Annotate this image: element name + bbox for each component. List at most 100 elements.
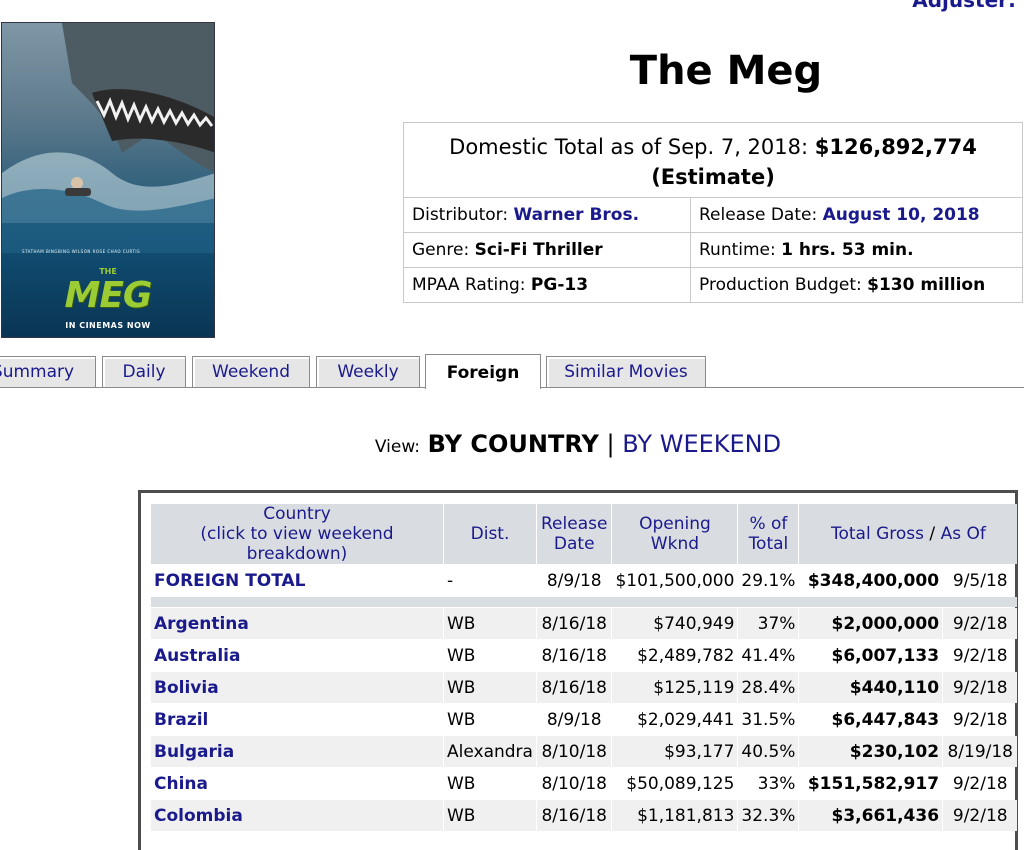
opening-cell: $93,177: [612, 736, 738, 767]
col-pct-header[interactable]: % of Total: [738, 504, 799, 564]
country-link[interactable]: Argentina: [151, 608, 443, 639]
col-opening-header[interactable]: Opening Wknd: [612, 504, 738, 564]
total-opening: $101,500,000: [615, 570, 735, 591]
domestic-total-estimate: (Estimate): [651, 165, 775, 189]
total-pct: 29.1%: [741, 570, 796, 591]
country-link[interactable]: Bulgaria: [151, 736, 443, 767]
gross-cell: $2,000,000: [799, 608, 943, 639]
mpaa-value: PG-13: [530, 275, 589, 295]
release-cell: 8/16/18: [537, 800, 612, 831]
tab-foreign[interactable]: Foreign: [425, 354, 541, 389]
table-row: China WB 8/10/18 $50,089,125 33% $151,58…: [151, 768, 1017, 799]
movie-poster: STATHAM BINGBING WILSON ROSE CHAO CURTIS…: [1, 22, 215, 338]
poster-tagline: IN CINEMAS NOW: [65, 321, 151, 330]
table-row: Bulgaria Alexandra 8/10/18 $93,177 40.5%…: [151, 736, 1018, 767]
view-by-weekend-link[interactable]: BY WEEKEND: [622, 430, 782, 458]
table-row: Argentina WB 8/16/18 $740,949 37% $2,000…: [151, 608, 1018, 639]
tab-summary[interactable]: Summary: [0, 356, 96, 387]
distributor-label: Distributor:: [412, 205, 509, 225]
tab-daily[interactable]: Daily: [102, 356, 186, 387]
budget-label: Production Budget:: [699, 275, 862, 295]
gross-cell: $6,007,133: [831, 645, 940, 666]
country-link[interactable]: Bolivia: [151, 672, 443, 703]
foreign-table-frame: [138, 490, 1018, 850]
opening-cell: $1,181,813: [612, 800, 738, 831]
movie-summary-box: Domestic Total as of Sep. 7, 2018: $126,…: [403, 122, 1023, 303]
table-row: Bolivia WB 8/16/18 $125,119 28.4% $440,1…: [151, 672, 1018, 703]
pct-cell: 41.4%: [741, 645, 796, 666]
budget-cell: Production Budget: $130 million: [690, 267, 1023, 303]
genre-label: Genre:: [412, 240, 470, 260]
foreign-total-label[interactable]: FOREIGN TOTAL: [154, 570, 306, 591]
poster-cast-line: STATHAM BINGBING WILSON ROSE CHAO CURTIS: [22, 249, 141, 254]
dist-cell: Alexandra: [444, 736, 536, 767]
col-dist-header[interactable]: Dist.: [444, 504, 536, 564]
gross-cell: $3,661,436: [799, 800, 943, 831]
dist-cell: WB: [444, 672, 536, 703]
asof-cell: 9/2/18: [943, 608, 1018, 639]
mpaa-cell: MPAA Rating: PG-13: [403, 267, 691, 303]
country-link[interactable]: China: [154, 773, 208, 794]
asof-cell: 9/2/18: [952, 709, 1008, 730]
foreign-gross-table: Country (click to view weekend breakdown…: [150, 503, 1018, 832]
gross-cell: $440,110: [799, 672, 943, 703]
tab-weekend[interactable]: Weekend: [192, 356, 310, 387]
foreign-total-row: FOREIGN TOTAL - 8/9/18 $101,500,000 29.1…: [151, 565, 1017, 596]
country-link[interactable]: Colombia: [151, 800, 443, 831]
runtime-cell: Runtime: 1 hrs. 53 min.: [690, 232, 1023, 268]
col-release-line2: Date: [553, 534, 595, 554]
release-cell: 8/16/18: [541, 645, 607, 666]
col-gross-header[interactable]: Total Gross / As Of: [799, 504, 1018, 564]
budget-value: $130 million: [867, 275, 986, 295]
opening-cell: $2,029,441: [637, 709, 735, 730]
release-cell: 8/10/18: [541, 773, 607, 794]
col-gross-separator: /: [929, 524, 936, 544]
table-row: Brazil WB 8/9/18 $2,029,441 31.5% $6,447…: [151, 704, 1017, 735]
gross-cell: $151,582,917: [807, 773, 940, 794]
view-switcher: View: BY COUNTRY | BY WEEKEND: [0, 430, 1024, 458]
adjuster-link[interactable]: Adjuster:: [912, 0, 1016, 12]
total-dist: -: [447, 570, 454, 591]
total-release: 8/9/18: [546, 570, 602, 591]
shark-illustration: [2, 23, 214, 253]
table-row: Australia WB 8/16/18 $2,489,782 41.4% $6…: [151, 640, 1017, 671]
gross-cell: $6,447,843: [831, 709, 940, 730]
dist-cell: WB: [447, 773, 476, 794]
dist-cell: WB: [447, 709, 476, 730]
opening-cell: $125,119: [612, 672, 738, 703]
distributor-link[interactable]: Warner Bros.: [513, 205, 640, 225]
col-release-header[interactable]: Release Date: [537, 504, 612, 564]
release-cell: 8/16/18: [537, 608, 612, 639]
gross-cell: $230,102: [799, 736, 943, 767]
dist-cell: WB: [447, 645, 476, 666]
domestic-total-label: Domestic Total as of Sep. 7, 2018:: [449, 135, 809, 159]
dist-cell: WB: [444, 800, 536, 831]
asof-cell: 8/19/18: [943, 736, 1018, 767]
view-separator: |: [606, 430, 615, 458]
asof-cell: 9/2/18: [943, 672, 1018, 703]
domestic-total-cell: Domestic Total as of Sep. 7, 2018: $126,…: [403, 122, 1023, 198]
col-country-header[interactable]: Country (click to view weekend breakdown…: [151, 504, 443, 564]
country-link[interactable]: Australia: [154, 645, 241, 666]
tab-weekly[interactable]: Weekly: [316, 356, 420, 387]
opening-cell: $2,489,782: [637, 645, 735, 666]
distributor-cell: Distributor: Warner Bros.: [403, 197, 691, 233]
col-release-line1: Release: [541, 514, 608, 534]
runtime-value: 1 hrs. 53 min.: [781, 240, 914, 260]
release-date-label: Release Date:: [699, 205, 818, 225]
release-cell: 8/9/18: [546, 709, 602, 730]
genre-value: Sci-Fi Thriller: [474, 240, 603, 260]
release-date-link[interactable]: August 10, 2018: [822, 205, 980, 225]
col-gross-title: Total Gross: [831, 524, 925, 544]
col-country-title: Country: [263, 504, 331, 524]
table-divider-row: [151, 597, 1018, 607]
pct-cell: 32.3%: [738, 800, 799, 831]
col-pct-line1: % of: [749, 514, 788, 534]
opening-cell: $50,089,125: [626, 773, 735, 794]
pct-cell: 37%: [738, 608, 799, 639]
tab-similar-movies[interactable]: Similar Movies: [546, 356, 706, 387]
pct-cell: 33%: [757, 773, 796, 794]
dist-cell: WB: [444, 608, 536, 639]
country-link[interactable]: Brazil: [154, 709, 209, 730]
release-date-cell: Release Date: August 10, 2018: [690, 197, 1023, 233]
